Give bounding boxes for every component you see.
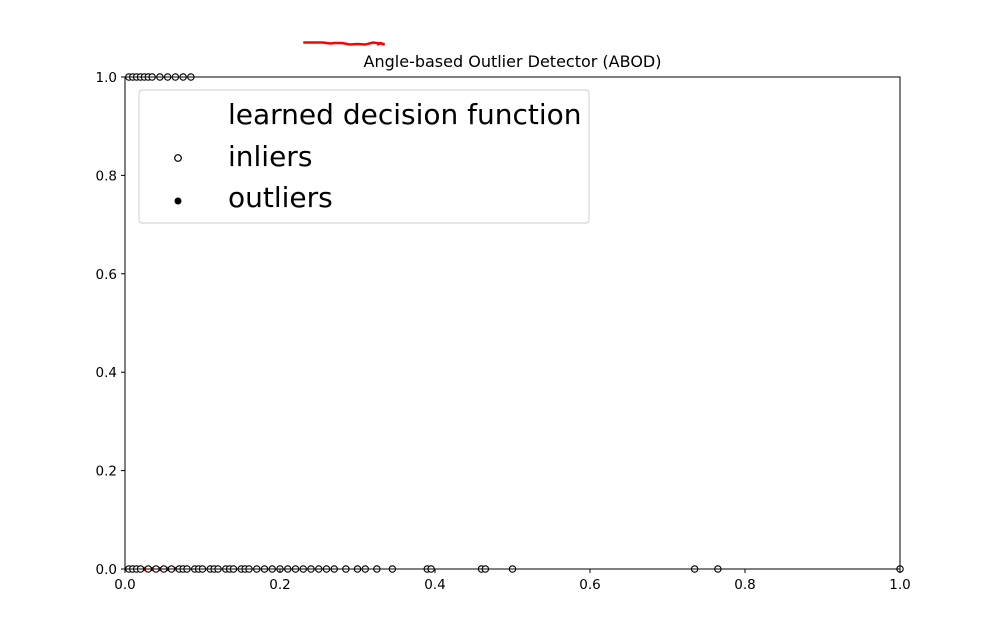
legend-entry-label: outliers <box>228 181 333 214</box>
legend-entry-label: learned decision function <box>228 98 582 131</box>
y-tick-label: 0.4 <box>96 365 117 381</box>
y-axis: 0.0 0.2 0.4 0.6 0.8 1.0 <box>96 70 125 578</box>
x-tick-label: 0.8 <box>734 577 755 593</box>
chart-title: Angle-based Outlier Detector (ABOD) <box>364 52 662 71</box>
x-axis: 0.0 0.2 0.4 0.6 0.8 1.0 <box>114 569 911 593</box>
x-tick-label: 0.4 <box>424 577 445 593</box>
y-tick-label: 0.0 <box>96 562 117 578</box>
x-tick-label: 0.2 <box>269 577 290 593</box>
legend-box <box>138 89 590 224</box>
y-tick-label: 0.6 <box>96 267 117 283</box>
legend-entry-label: inliers <box>228 140 312 173</box>
decision-function-contour <box>303 41 385 46</box>
x-tick-label: 1.0 <box>889 577 910 593</box>
y-tick-label: 1.0 <box>96 70 117 86</box>
plot-area-frame <box>124 76 901 570</box>
legend-outlier-marker <box>174 197 182 205</box>
legend-inlier-marker <box>174 154 182 162</box>
legend: learned decision function inliers outliers <box>138 89 590 224</box>
x-tick-label: 0.0 <box>114 577 135 593</box>
x-tick-label: 0.6 <box>579 577 600 593</box>
decision-function-contour <box>376 41 386 46</box>
y-tick-label: 0.2 <box>96 464 117 480</box>
y-tick-label: 0.8 <box>96 168 117 184</box>
